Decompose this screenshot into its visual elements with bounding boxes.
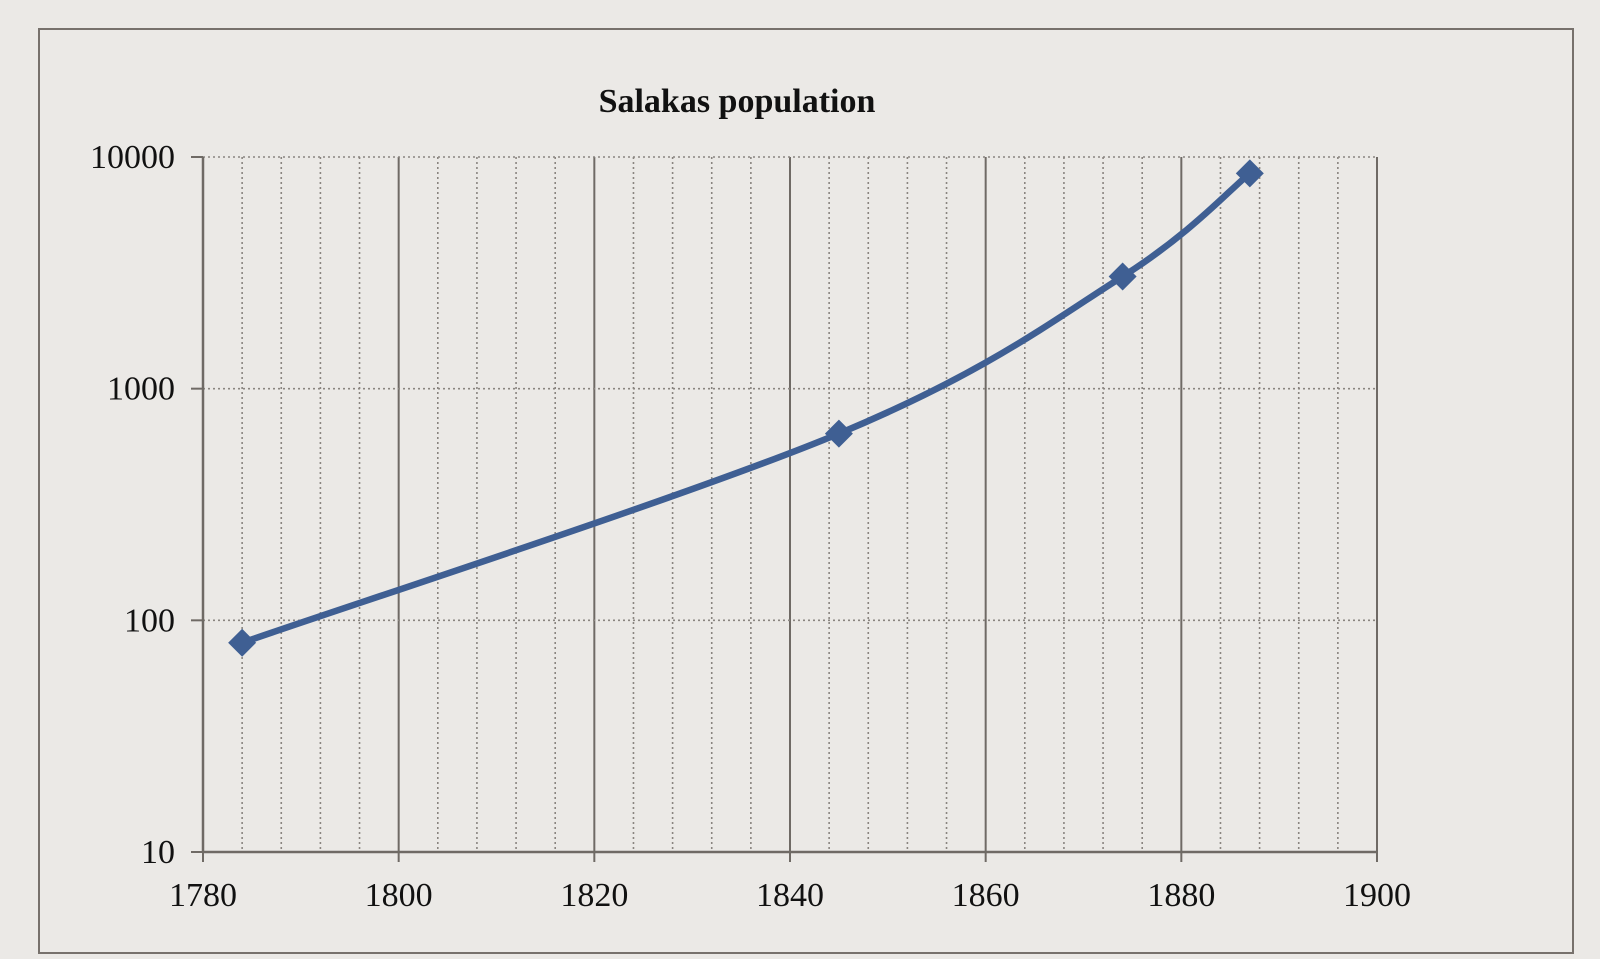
data-point-marker xyxy=(1235,159,1264,188)
x-tick-label: 1820 xyxy=(560,877,628,914)
tick-labels: 1780 1800 1820 1840 1860 1880 1900 10 100 1000 100… xyxy=(90,139,1411,914)
x-tick-label: 1840 xyxy=(756,877,824,914)
x-tick-label: 1860 xyxy=(952,877,1020,914)
data-point-marker xyxy=(1108,262,1137,291)
series xyxy=(228,159,1264,657)
grid xyxy=(203,156,1378,852)
x-tick-label: 1780 xyxy=(169,877,237,914)
axes xyxy=(191,156,1378,862)
x-tick-label: 1880 xyxy=(1147,877,1215,914)
y-tick-label: 10000 xyxy=(90,139,175,176)
x-tick-label: 1800 xyxy=(365,877,433,914)
chart-frame xyxy=(38,28,1574,954)
data-point-marker xyxy=(228,628,257,657)
series-line xyxy=(238,170,1254,647)
chart-title: Salakas population xyxy=(599,83,876,120)
y-tick-label: 10 xyxy=(141,834,175,871)
y-tick-label: 1000 xyxy=(107,371,175,408)
y-tick-label: 100 xyxy=(124,602,175,639)
x-tick-label: 1900 xyxy=(1343,877,1411,914)
data-point-marker xyxy=(824,419,853,448)
